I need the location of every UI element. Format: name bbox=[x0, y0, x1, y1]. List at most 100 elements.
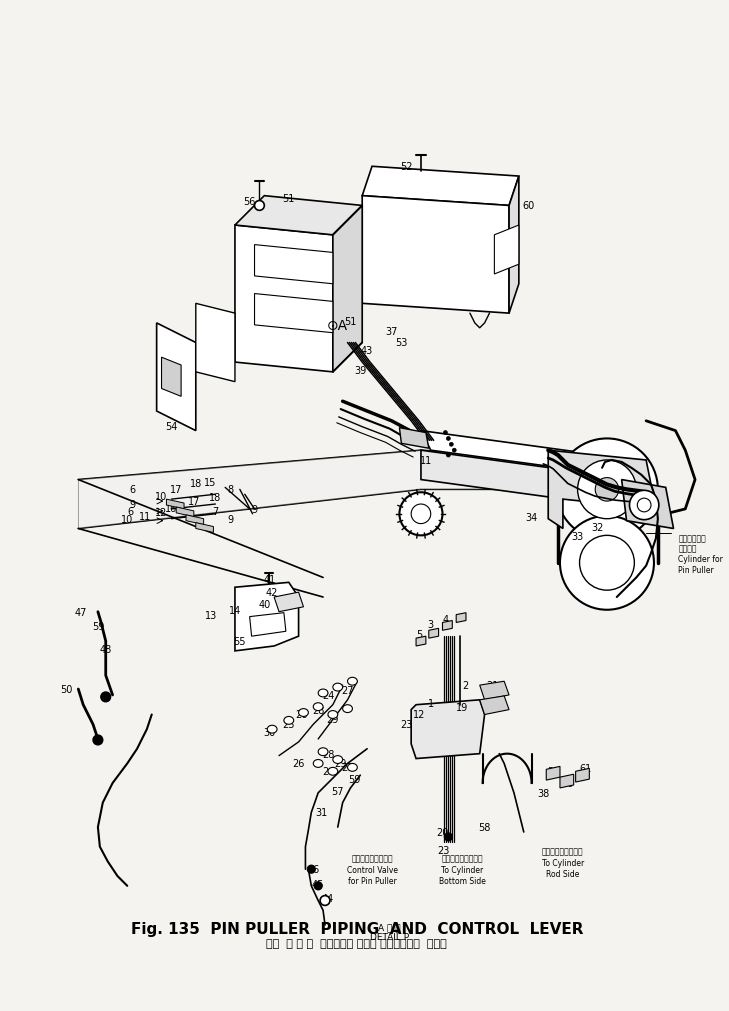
Polygon shape bbox=[186, 516, 203, 525]
Text: 41: 41 bbox=[263, 575, 276, 584]
Text: 24: 24 bbox=[321, 691, 334, 701]
Text: 29: 29 bbox=[335, 758, 347, 768]
Polygon shape bbox=[254, 294, 333, 334]
Text: 18: 18 bbox=[190, 479, 202, 489]
Text: 10: 10 bbox=[155, 491, 168, 501]
Text: シリンダボトム側へ
To Cylinder
Bottom Side: シリンダボトム側へ To Cylinder Bottom Side bbox=[439, 853, 486, 885]
Text: 51: 51 bbox=[283, 193, 295, 203]
Ellipse shape bbox=[577, 461, 636, 520]
Polygon shape bbox=[548, 451, 656, 529]
Polygon shape bbox=[546, 766, 560, 780]
Polygon shape bbox=[421, 431, 646, 480]
Text: 40: 40 bbox=[258, 600, 270, 610]
Text: 7: 7 bbox=[212, 507, 219, 517]
Text: 23: 23 bbox=[400, 720, 413, 730]
Text: 11: 11 bbox=[139, 512, 151, 522]
Ellipse shape bbox=[318, 748, 328, 756]
Text: 57: 57 bbox=[332, 787, 344, 796]
Text: 19: 19 bbox=[456, 702, 468, 712]
Ellipse shape bbox=[343, 705, 352, 713]
Ellipse shape bbox=[449, 443, 453, 447]
Polygon shape bbox=[429, 629, 439, 639]
Text: 24: 24 bbox=[321, 766, 334, 776]
Ellipse shape bbox=[452, 449, 456, 453]
Polygon shape bbox=[166, 499, 184, 510]
Polygon shape bbox=[235, 225, 333, 372]
Polygon shape bbox=[560, 774, 574, 789]
Polygon shape bbox=[399, 429, 429, 449]
Polygon shape bbox=[421, 451, 636, 510]
Text: 10: 10 bbox=[121, 515, 133, 524]
Text: 17: 17 bbox=[170, 485, 182, 494]
Text: 27: 27 bbox=[341, 762, 354, 772]
Text: 12: 12 bbox=[413, 710, 425, 720]
Ellipse shape bbox=[445, 833, 452, 841]
Text: 28: 28 bbox=[321, 749, 334, 759]
Text: 31: 31 bbox=[315, 808, 327, 818]
Text: 11: 11 bbox=[420, 456, 432, 465]
Text: 9: 9 bbox=[227, 515, 233, 524]
Polygon shape bbox=[622, 480, 674, 529]
Ellipse shape bbox=[411, 504, 431, 524]
Polygon shape bbox=[235, 582, 299, 651]
Ellipse shape bbox=[314, 882, 322, 890]
Text: 47: 47 bbox=[74, 608, 87, 617]
Text: 58: 58 bbox=[478, 822, 491, 832]
Ellipse shape bbox=[308, 865, 315, 874]
Text: 2: 2 bbox=[462, 680, 468, 691]
Polygon shape bbox=[196, 304, 235, 382]
Ellipse shape bbox=[629, 490, 659, 521]
Ellipse shape bbox=[595, 478, 619, 501]
Polygon shape bbox=[157, 324, 196, 431]
Text: 3: 3 bbox=[428, 620, 434, 630]
Ellipse shape bbox=[348, 677, 357, 685]
Text: 61: 61 bbox=[580, 763, 591, 773]
Text: 50: 50 bbox=[61, 684, 73, 695]
Polygon shape bbox=[78, 451, 568, 529]
Text: 39: 39 bbox=[354, 366, 367, 375]
Text: シリンダロッド側へ
To Cylinder
Rod Side: シリンダロッド側へ To Cylinder Rod Side bbox=[542, 847, 584, 878]
Text: 26: 26 bbox=[295, 710, 308, 720]
Text: ピンフラー用
シリンダ
Cylinder for
Pin Puller: ピンフラー用 シリンダ Cylinder for Pin Puller bbox=[679, 534, 723, 574]
Text: 17: 17 bbox=[187, 496, 200, 507]
Text: 6: 6 bbox=[127, 507, 133, 517]
Ellipse shape bbox=[254, 201, 265, 211]
Text: 23: 23 bbox=[437, 845, 450, 854]
Polygon shape bbox=[162, 358, 181, 397]
Text: 13: 13 bbox=[206, 610, 217, 620]
Text: A 拡 図
DETAIL P: A 拡 図 DETAIL P bbox=[370, 922, 409, 941]
Polygon shape bbox=[416, 637, 426, 646]
Text: 20: 20 bbox=[436, 827, 448, 837]
Ellipse shape bbox=[399, 492, 443, 536]
Ellipse shape bbox=[268, 726, 277, 733]
Ellipse shape bbox=[93, 735, 103, 745]
Text: 6: 6 bbox=[129, 485, 135, 494]
Ellipse shape bbox=[333, 756, 343, 763]
Text: 54: 54 bbox=[165, 422, 177, 432]
Text: 60: 60 bbox=[523, 201, 535, 211]
Text: 34: 34 bbox=[526, 513, 538, 523]
Ellipse shape bbox=[320, 896, 330, 906]
Ellipse shape bbox=[101, 693, 111, 702]
Text: 27: 27 bbox=[341, 685, 354, 696]
Polygon shape bbox=[333, 206, 362, 372]
Text: 38: 38 bbox=[537, 788, 550, 798]
Text: 56: 56 bbox=[243, 196, 256, 206]
Text: 9: 9 bbox=[252, 504, 257, 515]
Text: 51: 51 bbox=[344, 316, 356, 327]
Text: 21: 21 bbox=[486, 680, 499, 691]
Text: 12: 12 bbox=[155, 508, 168, 518]
Ellipse shape bbox=[348, 763, 357, 771]
Text: 44: 44 bbox=[321, 893, 334, 903]
Text: 18: 18 bbox=[209, 492, 222, 502]
Polygon shape bbox=[480, 681, 509, 701]
Ellipse shape bbox=[580, 536, 634, 590]
Text: 1: 1 bbox=[428, 698, 434, 708]
Polygon shape bbox=[362, 167, 519, 206]
Text: 14: 14 bbox=[229, 606, 241, 615]
Ellipse shape bbox=[318, 690, 328, 698]
Polygon shape bbox=[249, 613, 286, 637]
Text: 48: 48 bbox=[100, 644, 112, 654]
Text: 53: 53 bbox=[395, 338, 408, 348]
Polygon shape bbox=[176, 508, 194, 518]
